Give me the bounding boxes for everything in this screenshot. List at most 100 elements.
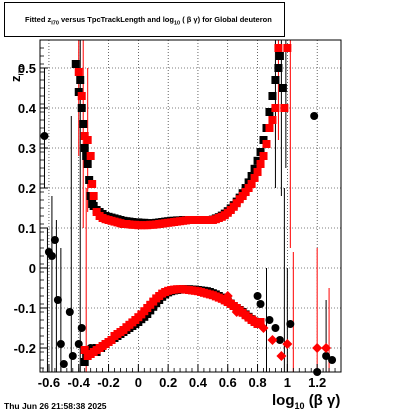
data-point-square: [83, 160, 92, 168]
data-point-diamond: [222, 291, 233, 301]
data-point-circle: [310, 112, 319, 120]
data-point-square: [88, 180, 97, 188]
x-tick-label: 0: [135, 375, 142, 390]
x-tick-label: 0.6: [219, 375, 237, 390]
data-point-square: [71, 60, 80, 68]
data-point-square: [79, 120, 88, 128]
data-point-diamond: [312, 343, 323, 353]
data-point-square: [250, 174, 259, 182]
data-point-square: [256, 160, 265, 168]
data-point-square: [256, 318, 265, 326]
data-point-square: [259, 152, 268, 160]
tick-labels: -0.6 -0.4 -0.2 0 0.2 0.4 0.6 0.8 1 1.2 -0.2 -0.1 0 0.…: [14, 61, 327, 390]
x-tick-label: 0.2: [159, 375, 177, 390]
y-title-main: z: [8, 75, 23, 83]
data-point-square: [74, 68, 83, 76]
data-point-square: [271, 104, 280, 112]
data-point-square: [83, 136, 92, 144]
x-title-sub: 10: [294, 401, 305, 411]
data-point-diamond: [231, 307, 242, 317]
y-title-sub: I70: [18, 65, 26, 76]
data-point-circle: [271, 324, 280, 332]
data-point-diamond: [249, 315, 260, 325]
data-point-circle: [40, 132, 49, 140]
data-point-square: [268, 92, 277, 100]
data-point-diamond: [321, 343, 332, 353]
data-point-circle: [68, 352, 77, 360]
data-point-circle: [286, 320, 295, 328]
x-tick-label: 1.2: [308, 375, 326, 390]
data-point-diamond: [258, 323, 269, 333]
data-point-square: [274, 44, 283, 52]
x-tick-label: -0.6: [38, 375, 60, 390]
x-tick-label: 0.4: [189, 375, 208, 390]
grid-lines: [40, 40, 341, 372]
data-point-diamond: [227, 299, 238, 309]
data-point-square: [77, 92, 86, 100]
data-point-square: [89, 192, 98, 200]
data-point-circle: [256, 300, 265, 308]
data-point-square: [77, 104, 86, 112]
x-title-main: log: [272, 392, 295, 409]
data-point-square: [271, 76, 280, 84]
timestamp-footer: Thu Jun 26 21:58:38 2025: [4, 401, 107, 411]
data-points: [40, 44, 337, 376]
data-point-diamond: [276, 351, 287, 361]
data-point-square: [274, 64, 283, 72]
data-point-square: [278, 84, 287, 92]
data-point-square: [86, 152, 95, 160]
x-tick-label: -0.2: [97, 375, 119, 390]
y-tick-label: -0.2: [14, 341, 36, 356]
data-point-square: [283, 44, 292, 52]
y-tick-label: 0.2: [18, 181, 36, 196]
y-tick-label: -0.1: [14, 301, 36, 316]
data-point-circle: [50, 236, 59, 244]
title-z-sub: I70: [51, 20, 59, 27]
data-point-circle: [253, 292, 262, 300]
data-point-square: [265, 108, 274, 116]
y-tick-label: 0: [29, 261, 36, 276]
data-point-diamond: [267, 335, 278, 345]
x-title-rest: (β γ): [308, 392, 341, 409]
axis-ticks: [40, 47, 336, 372]
y-tick-label: 0.3: [18, 141, 36, 156]
data-point-square: [247, 180, 256, 188]
data-point-circle: [65, 308, 74, 316]
data-point-circle: [275, 336, 284, 344]
data-point-square: [76, 76, 85, 84]
data-point-square: [80, 358, 89, 366]
data-point-circle: [59, 360, 68, 368]
title-z: z: [47, 15, 52, 24]
chart-title-box: Fitted zI70 versus TpcTrackLength and lo…: [4, 2, 285, 37]
data-point-square: [253, 168, 262, 176]
data-point-circle: [56, 340, 65, 348]
x-axis-title: log10 (β γ): [272, 392, 340, 411]
y-axis-title: zI70: [8, 66, 26, 82]
y-tick-label: 0.5: [18, 61, 36, 76]
title-middle: versus TpcTrackLength and log: [61, 15, 174, 24]
data-point-circle: [328, 356, 337, 364]
title-prefix: Fitted: [25, 15, 46, 24]
y-tick-label: 0.1: [18, 221, 36, 236]
data-point-square: [262, 140, 271, 148]
data-point-diamond: [240, 311, 251, 321]
data-point-circle: [77, 324, 86, 332]
x-tick-label: 1: [284, 375, 291, 390]
data-point-square: [80, 346, 89, 354]
title-suffix: for Global deuteron: [202, 15, 272, 24]
plot-frame: [39, 39, 342, 373]
data-point-circle: [53, 296, 62, 304]
title-log-sub: 10: [173, 20, 181, 27]
data-point-square: [275, 52, 284, 60]
data-point-diamond: [282, 339, 293, 349]
data-point-square: [82, 152, 91, 160]
data-point-circle: [47, 252, 56, 260]
y-tick-label: 0.4: [18, 101, 37, 116]
x-tick-label: -0.4: [68, 375, 91, 390]
data-point-square: [268, 116, 277, 124]
chart-title: Fitted zI70 versus TpcTrackLength and lo…: [25, 15, 272, 27]
data-point-circle: [265, 316, 274, 324]
x-tick-label: 0.8: [249, 375, 267, 390]
title-paren: ( β γ): [182, 15, 201, 24]
